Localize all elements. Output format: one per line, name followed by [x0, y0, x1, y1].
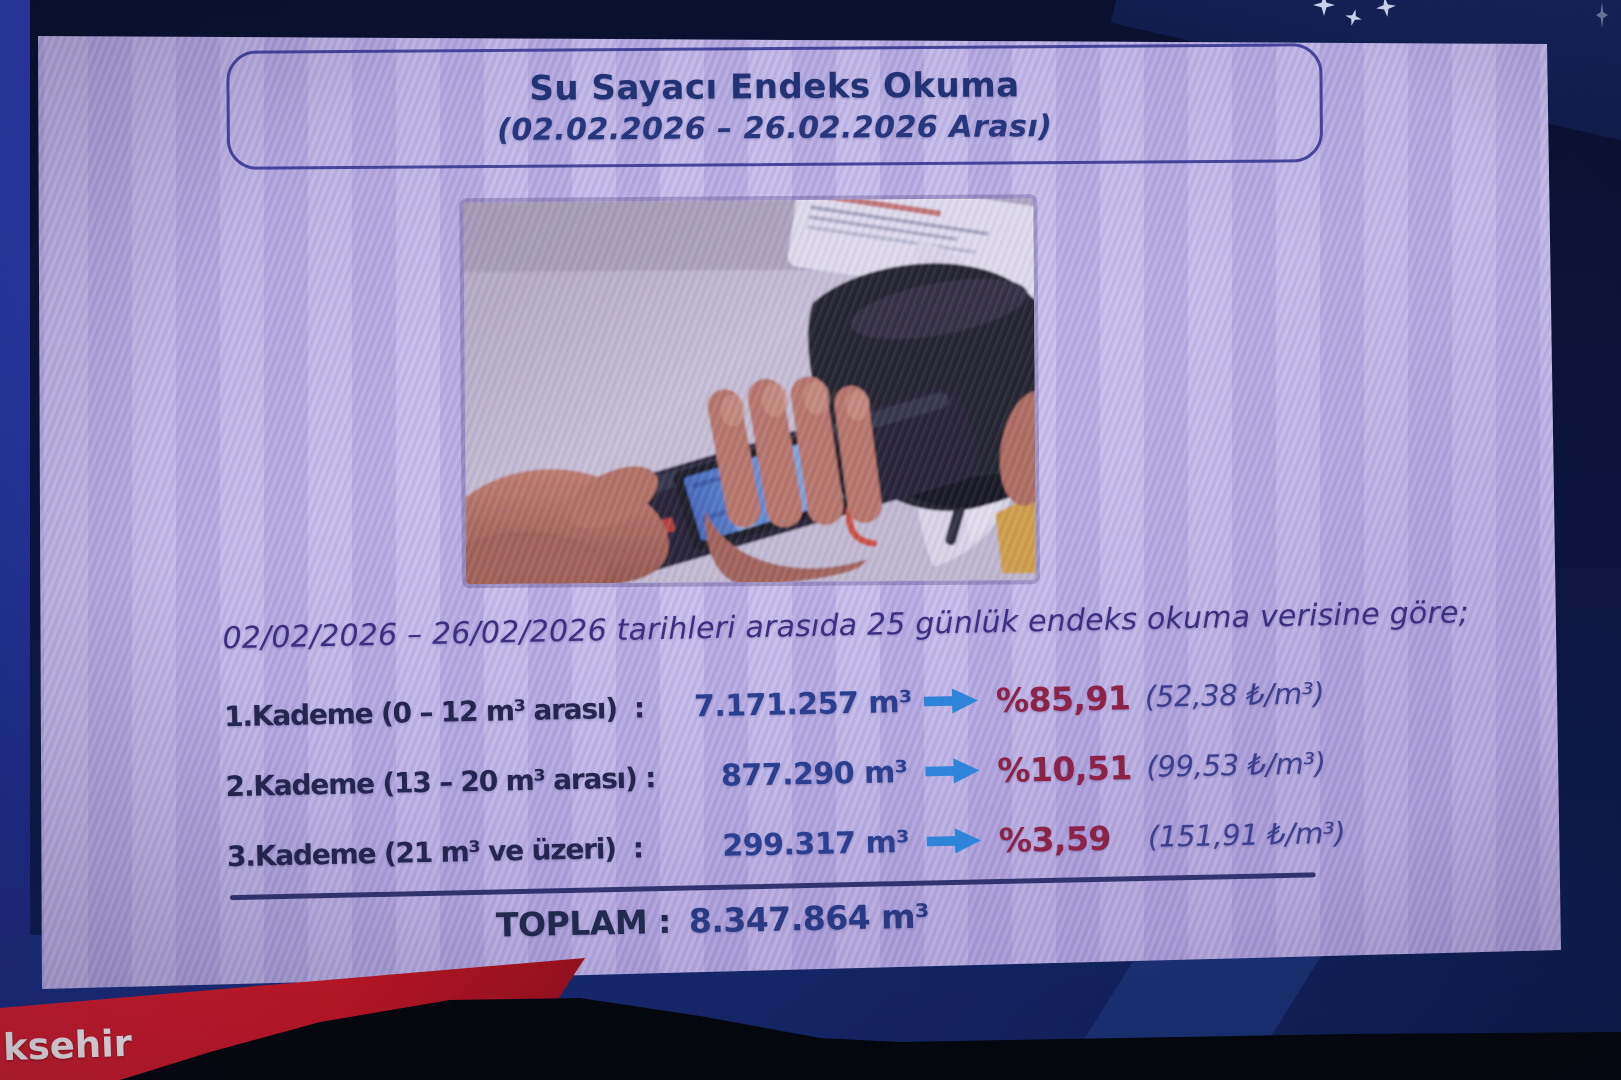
- total-value: 8.347.864 m³: [688, 896, 930, 941]
- right-arrow-icon: [925, 755, 980, 786]
- meter-reading-photo: [463, 198, 1036, 585]
- tier-label: 1.Kademe (0 – 12 m³ arası) :: [223, 690, 645, 733]
- tier-percent: %10,51: [997, 747, 1133, 790]
- right-arrow-icon: [927, 825, 982, 856]
- tier-percent: %3,59: [998, 818, 1112, 860]
- tier-volume: 299.317 m³: [722, 824, 910, 864]
- tier-price: (52,38 ₺/m³): [1144, 676, 1325, 714]
- handheld-terminal-illustration: [463, 198, 1036, 585]
- tier-label: 2.Kademe (13 – 20 m³ arası) :: [225, 760, 656, 803]
- tier-label: 3.Kademe (21 m³ ve üzeri) :: [226, 830, 644, 873]
- total-row: TOPLAM : 8.347.864 m³: [402, 895, 1023, 947]
- footer-logo-text: ksehir: [2, 1021, 133, 1070]
- tier-percent: %85,91: [995, 677, 1131, 720]
- left-accent-band: [0, 0, 30, 1012]
- total-label: TOPLAM :: [495, 901, 672, 945]
- intro-text: 02/02/2026 – 26/02/2026 tarihleri arasıd…: [222, 595, 1470, 657]
- tier-volume: 877.290 m³: [720, 754, 908, 794]
- tier-price: (151,91 ₺/m³): [1147, 815, 1346, 854]
- tier-volume: 7.171.257 m³: [693, 684, 913, 724]
- usage-tier-table: 1.Kademe (0 – 12 m³ arası) : 7.171.257 m…: [223, 653, 1557, 891]
- tier-price: (99,53 ₺/m³): [1146, 746, 1327, 784]
- right-arrow-icon: [924, 685, 979, 716]
